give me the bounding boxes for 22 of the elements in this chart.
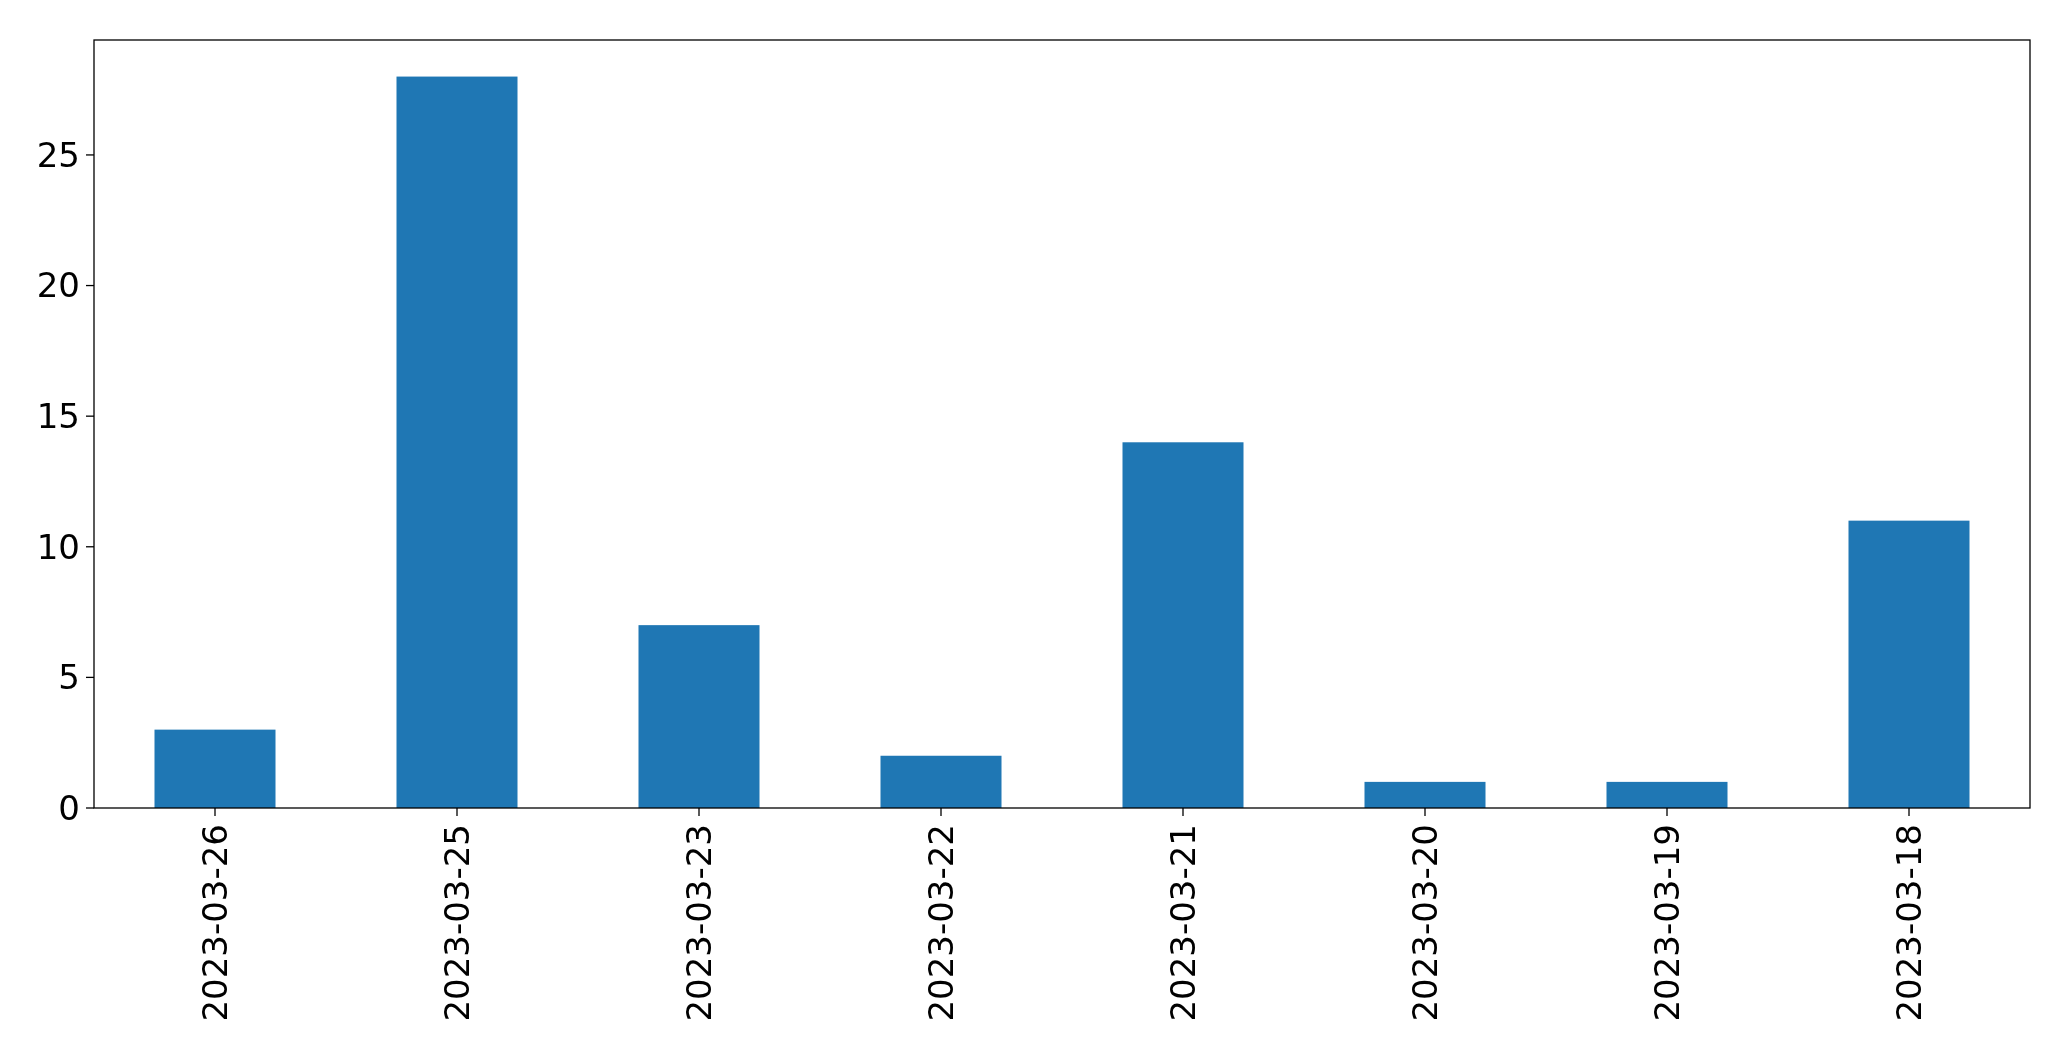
y-tick-label: 15 (36, 396, 80, 437)
y-tick-label: 5 (58, 657, 80, 698)
x-tick-label: 2023-03-19 (1646, 824, 1687, 1022)
x-tick-label: 2023-03-21 (1162, 824, 1203, 1022)
x-tick-label: 2023-03-22 (920, 824, 961, 1022)
x-tick-label: 2023-03-25 (436, 824, 477, 1022)
bar (1848, 520, 1970, 808)
y-tick-label: 0 (58, 787, 80, 828)
y-tick-label: 20 (36, 265, 80, 306)
bar (1364, 781, 1486, 808)
y-tick-label: 10 (36, 526, 80, 567)
bar (880, 755, 1002, 808)
x-tick-label: 2023-03-23 (678, 824, 719, 1022)
x-tick-label: 2023-03-26 (194, 824, 235, 1022)
bar (1122, 442, 1244, 808)
y-tick-label: 25 (36, 134, 80, 175)
bar (638, 625, 760, 808)
bar (396, 76, 518, 808)
bar (154, 729, 276, 808)
x-tick-label: 2023-03-18 (1888, 824, 1929, 1022)
x-tick-label: 2023-03-20 (1404, 824, 1445, 1022)
bar (1606, 781, 1728, 808)
